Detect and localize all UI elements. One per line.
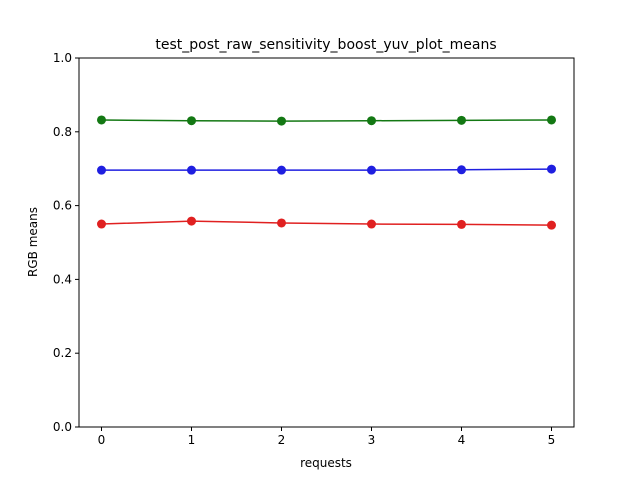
x-axis-label: requests [300,456,352,470]
y-tick-label: 1.0 [53,51,72,65]
y-tick-label: 0.8 [53,125,72,139]
x-tick-label: 4 [458,433,466,447]
y-tick-label: 0.2 [53,346,72,360]
data-point [187,216,196,226]
y-axis-label: RGB means [26,207,40,277]
data-point [547,220,556,230]
data-point [367,219,376,229]
y-tick-label: 0.6 [53,199,72,213]
data-point [457,115,466,125]
data-point [97,165,106,175]
series-line [101,220,552,226]
chart-title: test_post_raw_sensitivity_boost_yuv_plot… [155,37,496,53]
y-tick-label: 0.0 [53,420,72,434]
x-tick-label: 0 [98,433,106,447]
data-point [367,165,376,175]
data-point [277,165,286,175]
y-tick-label: 0.4 [53,272,72,286]
data-point [457,165,466,175]
data-point [187,116,196,126]
data-point [187,165,196,175]
x-tick-label: 2 [278,433,286,447]
plot-frame [78,57,575,428]
x-tick-label: 5 [548,433,556,447]
data-point [367,116,376,126]
data-point [457,219,466,229]
series-line [101,168,552,171]
data-point [277,116,286,126]
x-tick-label: 1 [188,433,196,447]
data-point [547,164,556,174]
series-line [101,119,552,122]
data-point [547,115,556,125]
x-tick-label: 3 [368,433,376,447]
data-point [97,219,106,229]
data-point [97,115,106,125]
data-point [277,218,286,228]
